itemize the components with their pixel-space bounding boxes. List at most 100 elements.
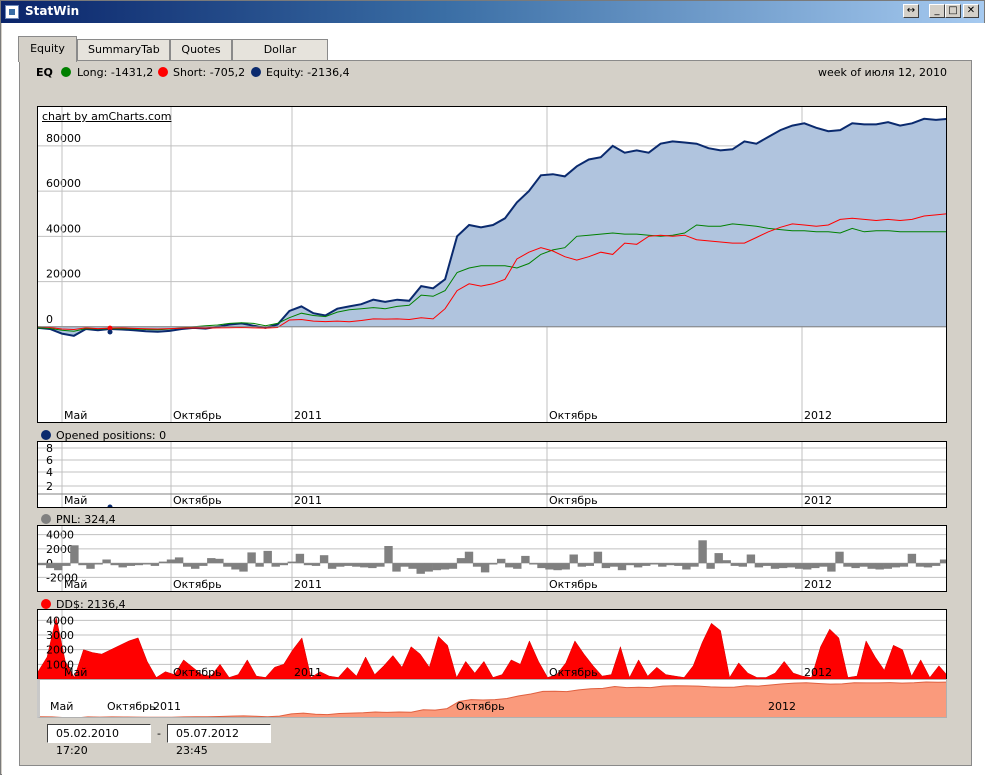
dd-area bbox=[38, 617, 946, 679]
legend-eq-title: EQ bbox=[36, 66, 76, 79]
pnl-bar bbox=[843, 563, 852, 567]
pnl-bar bbox=[392, 563, 401, 572]
legend-short-item: Short: -705,2 bbox=[158, 66, 245, 79]
pnl-bar bbox=[633, 563, 643, 568]
navigator-x-label-0: Май bbox=[50, 700, 73, 713]
opened-x-label-2: 2011 bbox=[294, 494, 322, 507]
opened-x-label-4: 2012 bbox=[804, 494, 832, 507]
pnl-bar bbox=[609, 563, 619, 567]
pnl-bar bbox=[327, 563, 337, 569]
pnl-bar bbox=[158, 561, 168, 563]
tab-dollar-volume[interactable]: Dollar Volume bbox=[232, 39, 328, 76]
pnl-bar bbox=[730, 563, 739, 566]
pnl-x-label-3: Октябрь bbox=[549, 578, 598, 591]
pnl-bar bbox=[400, 563, 409, 567]
equity-chart-panel[interactable]: 80000 60000 40000 20000 0 Май Октябрь 2011 Октяб… bbox=[37, 106, 947, 423]
pnl-bar bbox=[150, 563, 160, 566]
minimize-button[interactable]: _ bbox=[929, 4, 945, 18]
equity-y-label-3: 20000 bbox=[46, 268, 81, 281]
pnl-bar bbox=[497, 558, 506, 564]
pnl-bar bbox=[247, 552, 256, 564]
pnl-bar bbox=[368, 563, 377, 569]
chart-legend: EQ Long: -1431,2 Short: -705,2 Equity: -… bbox=[21, 66, 951, 86]
equity-y-label-2: 40000 bbox=[46, 222, 81, 235]
pnl-bar bbox=[46, 563, 55, 569]
pnl-bar bbox=[658, 563, 667, 567]
window-title: StatWin bbox=[25, 4, 80, 18]
tab-quotes[interactable]: Quotes bbox=[170, 39, 232, 61]
opened-dot-icon bbox=[41, 430, 51, 440]
navigator-panel[interactable]: Май Октябрь 2011 Октябрь 2012 bbox=[37, 679, 947, 718]
pnl-bar bbox=[811, 563, 820, 569]
pnl-bar bbox=[891, 563, 900, 568]
pnl-bar bbox=[682, 563, 691, 570]
pnl-dot-icon bbox=[41, 514, 51, 524]
opened-y-label-2: 4 bbox=[46, 466, 53, 479]
legend-long: Long: -1431,2 bbox=[77, 66, 154, 79]
pnl-legend: PNL: 324,4 bbox=[41, 513, 116, 526]
equity-chart-svg[interactable]: 80000 60000 40000 20000 0 Май Октябрь 2011 Октяб… bbox=[38, 107, 947, 423]
date-to-input[interactable]: 05.07.2012 23:45 bbox=[167, 724, 271, 757]
pnl-bar bbox=[923, 563, 933, 568]
tab-equity[interactable]: Equity bbox=[18, 36, 77, 62]
equity-x-label-3: Октябрь bbox=[549, 409, 598, 422]
pnl-bar bbox=[698, 540, 707, 564]
pnl-bar bbox=[263, 550, 272, 563]
close-button[interactable]: ✕ bbox=[963, 4, 979, 18]
pnl-bar bbox=[376, 563, 385, 567]
opened-y-label-1: 6 bbox=[46, 454, 53, 467]
pnl-bar bbox=[424, 563, 433, 572]
pnl-bar bbox=[54, 563, 63, 571]
pnl-bar bbox=[722, 560, 731, 563]
opened-positions-panel[interactable]: 8 6 4 2 Май Октябрь 2011 Октябрь 2012 bbox=[37, 441, 947, 508]
pnl-bar bbox=[907, 553, 917, 564]
date-from-input[interactable]: 05.02.2010 17:20 bbox=[47, 724, 151, 757]
opened-x-label-3: Октябрь bbox=[549, 494, 598, 507]
legend-short: Short: -705,2 bbox=[173, 66, 246, 79]
pnl-bar bbox=[432, 563, 441, 571]
dd-x-label-3: Октябрь bbox=[549, 666, 598, 679]
pnl-bar bbox=[472, 563, 482, 567]
pnl-bar bbox=[215, 558, 224, 564]
pnl-bar bbox=[778, 563, 788, 569]
pnl-bar bbox=[62, 563, 71, 566]
pnl-x-label-0: Май bbox=[64, 578, 87, 591]
dd-x-label-1: Октябрь bbox=[173, 666, 222, 679]
pnl-bar bbox=[561, 563, 570, 570]
pnl-bar bbox=[344, 563, 353, 566]
pnl-bar bbox=[593, 551, 603, 564]
equity-area bbox=[38, 118, 946, 336]
pnl-bar bbox=[303, 563, 313, 566]
equity-dot-icon bbox=[251, 67, 261, 77]
opened-positions-label: Opened positions: 0 bbox=[56, 429, 167, 442]
title-bar[interactable]: StatWin ↔ _ □ ✕ bbox=[1, 1, 984, 23]
date-separator: - bbox=[157, 727, 161, 740]
series-line-short bbox=[38, 213, 946, 331]
tab-summary[interactable]: SummaryTab bbox=[77, 39, 170, 61]
pnl-bar bbox=[915, 563, 925, 567]
pnl-bar bbox=[440, 563, 450, 570]
app-icon bbox=[5, 5, 19, 19]
pnl-bar bbox=[521, 555, 530, 563]
week-label: week of июля 12, 2010 bbox=[817, 66, 947, 79]
pnl-bar bbox=[674, 563, 683, 566]
pnl-bar bbox=[118, 563, 127, 568]
pnl-bar bbox=[199, 563, 208, 566]
dd-legend: DD$: 2136,4 bbox=[41, 598, 126, 611]
maximize-button[interactable]: □ bbox=[945, 4, 961, 18]
amcharts-credit-link[interactable]: chart by amCharts.com bbox=[42, 110, 172, 123]
drawdown-panel[interactable]: 4000 3000 2000 1000 Май Октябрь 2011 Октябрь 201… bbox=[37, 609, 947, 679]
pnl-bar bbox=[770, 563, 780, 569]
restore-arrows-button[interactable]: ↔ bbox=[903, 4, 919, 18]
pnl-bar bbox=[819, 563, 828, 567]
pnl-bar bbox=[183, 563, 192, 567]
dd-x-label-0: Май bbox=[64, 666, 87, 679]
short-dot-icon bbox=[158, 67, 168, 77]
pnl-bar bbox=[295, 553, 305, 564]
